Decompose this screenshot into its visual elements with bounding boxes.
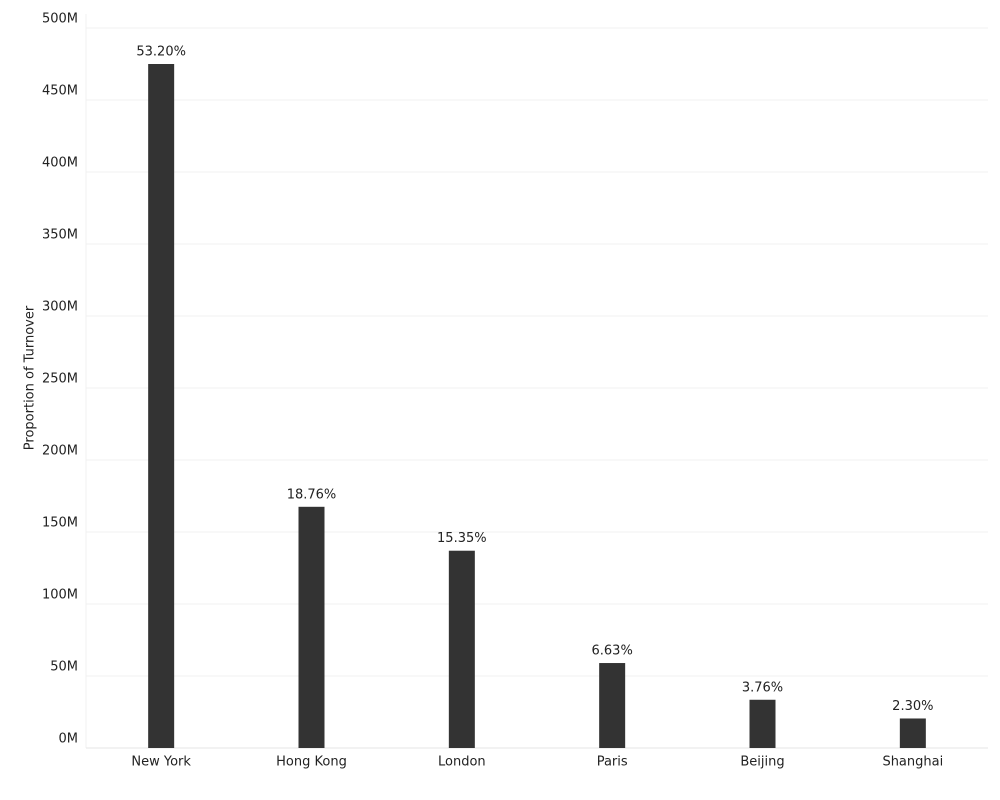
- y-tick-label: 50M: [50, 660, 78, 675]
- x-tick-label: Beijing: [740, 755, 784, 770]
- y-axis-label: Proportion of Turnover: [23, 305, 38, 450]
- y-tick-label: 300M: [42, 300, 78, 315]
- data-label: 3.76%: [742, 680, 783, 695]
- y-tick-label: 400M: [42, 156, 78, 171]
- x-tick-label: New York: [131, 755, 191, 770]
- bar: [298, 506, 325, 748]
- x-tick-label: Hong Kong: [276, 755, 347, 770]
- data-label: 15.35%: [437, 531, 487, 546]
- bar: [599, 663, 626, 748]
- y-tick-label: 500M: [42, 12, 78, 27]
- x-tick-label: Shanghai: [882, 755, 943, 770]
- y-tick-label: 100M: [42, 588, 78, 603]
- y-tick-label: 350M: [42, 228, 78, 243]
- y-tick-label: 150M: [42, 516, 78, 531]
- x-tick-label: Paris: [597, 755, 628, 770]
- data-label: 2.30%: [892, 699, 933, 714]
- data-label: 6.63%: [592, 644, 633, 659]
- y-tick-label: 200M: [42, 444, 78, 459]
- bar: [448, 550, 475, 748]
- y-tick-label: 450M: [42, 84, 78, 99]
- data-label: 18.76%: [287, 487, 337, 502]
- data-label: 53.20%: [136, 45, 186, 60]
- bar: [749, 699, 776, 748]
- y-tick-label: 0M: [59, 732, 79, 747]
- bar: [148, 64, 175, 748]
- bar: [899, 718, 926, 748]
- x-tick-label: London: [438, 755, 486, 770]
- y-tick-label: 250M: [42, 372, 78, 387]
